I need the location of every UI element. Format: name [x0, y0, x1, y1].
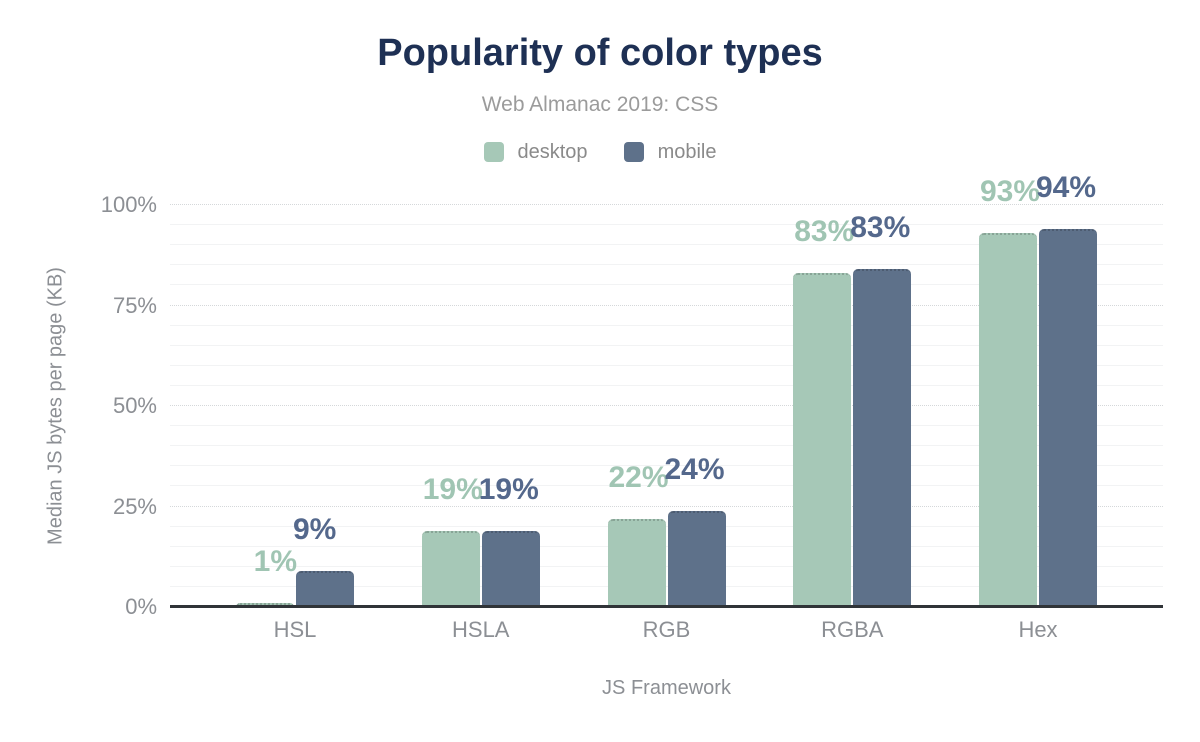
x-tick-label: HSL	[273, 617, 317, 642]
data-label-mobile-hex: 94%	[1036, 171, 1097, 205]
gridline-minor	[170, 384, 1163, 386]
data-label-mobile-hsla: 19%	[478, 472, 539, 506]
bar-desktop-hsla	[421, 530, 480, 607]
data-label-mobile-rgba: 83%	[850, 211, 911, 245]
plot-area: 1% 9% HSL 19% 19% HSLA 22% 24% RGB 83% 83% RGBA 93% 9…	[170, 173, 1163, 642]
bar-desktop-hex	[979, 233, 1037, 607]
data-label-desktop-rgba: 83%	[794, 215, 855, 249]
gridline-minor	[170, 545, 1163, 547]
data-label-desktop-rgb: 22%	[608, 460, 669, 494]
bars-row: 1% 9% HSL 19% 19% HSLA 22% 24% RGB 83% 83% RGBA 93% 9…	[170, 173, 1163, 642]
bar-group-hex: 93% 94% Hex	[979, 173, 1097, 642]
chart-title: Popularity of color types	[377, 32, 823, 74]
gridline-major	[170, 204, 1163, 205]
legend-swatch-mobile	[623, 142, 644, 162]
y-tick-label: 50%	[112, 393, 157, 418]
bar-mobile-hex	[1039, 229, 1097, 607]
y-tick-label: 25%	[112, 493, 157, 519]
legend-item-desktop[interactable]: desktop	[483, 141, 588, 163]
x-tick-label: HSLA	[452, 617, 510, 642]
gridline-minor	[170, 585, 1163, 587]
gridline-major	[170, 505, 1163, 507]
x-tick-label: RGBA	[821, 617, 884, 642]
bar-group-hsla: 19% 19% HSLA	[421, 205, 540, 642]
x-axis-title: JS Framework	[602, 677, 731, 699]
x-tick-label: Hex	[1018, 617, 1058, 642]
bar-mobile-rgba	[853, 269, 912, 607]
gridline-minor	[170, 244, 1163, 246]
y-tick-label: 100%	[100, 192, 157, 217]
bar-group-rgb: 22% 24% RGB	[607, 205, 726, 642]
gridline-major	[170, 304, 1163, 306]
gridline-minor	[170, 324, 1163, 326]
data-label-desktop-hsla: 19%	[422, 472, 483, 506]
y-tick-label: 75%	[112, 292, 157, 318]
gridline-minor	[170, 284, 1163, 286]
data-label-mobile-rgb: 24%	[664, 452, 725, 486]
gridline-minor	[170, 465, 1163, 467]
data-label-desktop-hsl: 1%	[253, 544, 297, 578]
bar-desktop-rgba	[793, 273, 852, 607]
y-tick-label: 0%	[125, 594, 157, 619]
bar-group-hsl: 1% 9% HSL	[236, 205, 354, 642]
gridline-minor	[170, 445, 1163, 447]
bar-desktop-hsl	[236, 602, 294, 607]
gridline-minor	[170, 485, 1163, 487]
bar-mobile-hsl	[296, 570, 354, 607]
gridline-minor	[170, 344, 1163, 346]
data-label-desktop-hex: 93%	[979, 175, 1040, 209]
legend: desktop mobile	[0, 141, 1200, 163]
x-axis-line	[170, 605, 1163, 608]
gridline-minor	[170, 525, 1163, 527]
gridline-minor	[170, 264, 1163, 266]
data-label-mobile-hsl: 9%	[293, 512, 337, 546]
legend-label: mobile	[657, 141, 717, 163]
chart-subtitle: Web Almanac 2019: CSS	[481, 93, 719, 116]
bar-mobile-rgb	[667, 510, 726, 607]
legend-swatch-desktop	[483, 142, 504, 162]
bar-group-rgba: 83% 83% RGBA	[793, 205, 912, 642]
legend-item-mobile[interactable]: mobile	[623, 141, 717, 163]
gridline-minor	[170, 224, 1163, 226]
gridline-minor	[170, 364, 1163, 366]
x-tick-label: RGB	[642, 617, 691, 642]
bar-desktop-rgb	[607, 518, 666, 607]
gridline-major	[170, 405, 1163, 406]
legend-label: desktop	[517, 141, 588, 163]
gridline-minor	[170, 425, 1163, 427]
gridline-minor	[170, 565, 1163, 567]
bar-mobile-hsla	[481, 530, 540, 607]
